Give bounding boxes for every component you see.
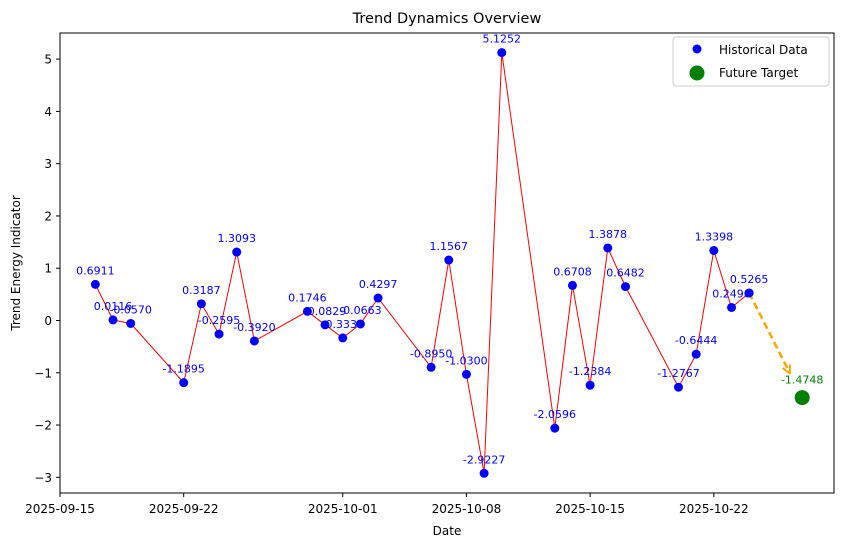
data-point [249,336,259,346]
data-label: -2.9227 [463,453,505,466]
data-point [744,288,754,298]
data-label: 0.2490 [712,287,751,300]
data-point [320,320,330,330]
data-label: -1.2767 [657,367,699,380]
future-label: -1.4748 [781,374,823,387]
series-line-historical [94,52,750,474]
data-point [479,468,489,478]
data-label: 0.0116 [94,300,133,313]
data-point [126,318,136,328]
y-axis-label: Trend Energy Indicator [9,195,23,332]
forecast-arrow [748,292,789,373]
y-tick-label: 5 [44,53,52,67]
data-point [550,423,560,433]
legend-label-future: Future Target [719,66,798,80]
data-point [373,293,383,303]
legend-marker-historical [692,44,702,54]
data-point [108,315,118,325]
data-label: -2.0596 [534,408,576,421]
data-label: 1.3878 [589,228,628,241]
future-point [794,390,810,406]
data-point [461,369,471,379]
data-point [302,306,312,316]
data-point [673,382,683,392]
data-point [709,245,719,255]
data-label: 1.3093 [217,232,256,245]
data-label: -0.3330 [322,318,364,331]
data-point [585,380,595,390]
y-tick-label: −2 [34,419,52,433]
legend-box [672,36,830,87]
data-label: 1.1567 [430,240,469,253]
data-point [355,319,365,329]
y-tick-label: 4 [44,105,52,119]
data-label: 0.6708 [553,265,592,278]
x-tick-label: 2025-09-15 [25,502,95,516]
data-point [444,255,454,265]
x-tick-label: 2025-10-01 [308,502,378,516]
data-label: -0.8950 [410,347,452,360]
data-label: 0.4297 [359,278,398,291]
data-point [338,333,348,343]
legend-marker-future [689,65,705,81]
chart-title: Trend Dynamics Overview [352,11,542,27]
data-label: -0.0570 [109,303,151,316]
data-label: -0.3920 [233,321,275,334]
x-tick-label: 2025-09-22 [149,502,219,516]
data-point [497,48,507,58]
y-tick-label: 2 [44,209,52,223]
data-label: -0.6444 [675,334,717,347]
legend-label-historical: Historical Data [719,43,808,57]
data-label: 0.5265 [730,273,769,286]
data-label: 5.1252 [483,33,522,46]
data-point [727,302,737,312]
x-tick-label: 2025-10-15 [555,502,625,516]
data-point [567,280,577,290]
x-tick-label: 2025-10-22 [679,502,749,516]
data-label: 0.6911 [76,264,115,277]
data-label: -1.2384 [569,365,611,378]
data-label: -0.0663 [339,304,381,317]
x-tick-label: 2025-10-08 [432,502,502,516]
y-tick-label: −1 [34,366,52,380]
data-point [620,282,630,292]
x-axis-label: Date [433,524,462,538]
data-point [90,279,100,289]
data-point [426,362,436,372]
data-point [603,243,613,253]
y-tick-label: −3 [34,471,52,485]
legend: Historical Data Future Target [672,36,830,87]
data-label: 0.3187 [182,284,221,297]
data-point [196,299,206,309]
y-tick-label: 1 [44,262,52,276]
plot-frame [59,32,835,494]
data-label: -1.0300 [445,354,487,367]
data-label: -1.1895 [162,363,204,376]
data-point [232,247,242,257]
y-tick-label: 3 [44,157,52,171]
data-label: 0.6482 [606,267,645,280]
data-label: 0.1746 [288,291,327,304]
data-point [691,349,701,359]
y-tick-label: 0 [44,314,52,328]
data-point [214,329,224,339]
data-label: 1.3398 [695,230,734,243]
data-label: -0.2595 [198,314,240,327]
data-point [179,378,189,388]
data-label: -0.0829 [304,305,346,318]
